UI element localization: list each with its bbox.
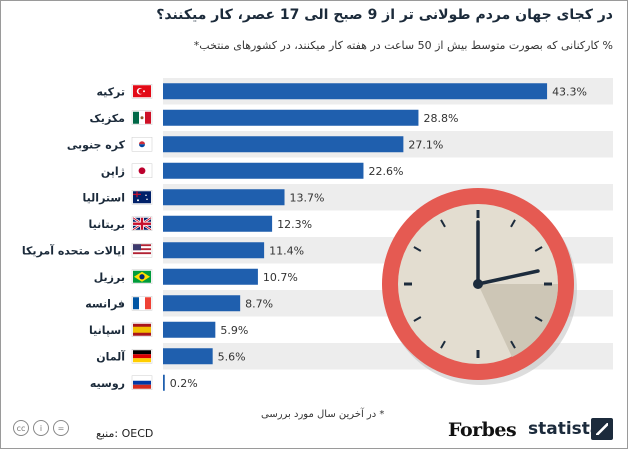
attribution-icon: i	[33, 420, 49, 436]
value-label-10: 5.6%	[218, 350, 246, 363]
creative-commons-icon: cc	[13, 420, 29, 436]
clock-icon	[382, 188, 577, 385]
chart-title: در کجای جهان مردم طولانی تر از 9 صبح الی…	[156, 7, 613, 23]
category-label-10: آلمان	[96, 349, 125, 363]
brazil-flag	[131, 269, 153, 284]
source-note: منبع: OECD	[96, 427, 154, 440]
australia-flag	[131, 190, 153, 205]
category-label-2: کره جنوبی	[67, 138, 126, 151]
bar-6	[163, 242, 265, 259]
japan-flag	[131, 163, 153, 178]
statista-logo-icon	[591, 418, 613, 440]
south-korea-flag	[131, 137, 153, 152]
value-label-3: 22.6%	[368, 165, 403, 178]
category-label-3: ژاپن	[101, 165, 125, 178]
value-label-9: 5.9%	[220, 324, 248, 337]
category-label-0: ترکیه	[96, 85, 125, 98]
bar-4	[163, 189, 285, 206]
category-label-11: روسیه	[90, 377, 125, 390]
mexico-flag	[131, 110, 153, 125]
value-label-5: 12.3%	[277, 218, 312, 231]
bar-2	[163, 136, 404, 153]
license-icons: cc i =	[13, 420, 69, 436]
category-label-9: اسپانیا	[89, 324, 125, 337]
category-label-7: برزیل	[94, 271, 125, 284]
germany-flag	[131, 349, 153, 364]
value-label-8: 8.7%	[245, 297, 273, 310]
category-label-1: مکزیک	[90, 112, 125, 125]
forbes-logo: Forbes	[448, 419, 517, 441]
value-label-6: 11.4%	[269, 244, 304, 257]
bar-3	[163, 162, 364, 179]
no-derivatives-icon: =	[53, 420, 69, 436]
bar-8	[163, 295, 241, 312]
value-label-0: 43.3%	[552, 85, 587, 98]
value-label-4: 13.7%	[290, 191, 325, 204]
bar-0	[163, 83, 548, 100]
value-label-1: 28.8%	[423, 112, 458, 125]
value-label-2: 27.1%	[408, 138, 443, 151]
category-label-5: بریتانیا	[89, 218, 125, 231]
russia-flag	[131, 375, 153, 390]
statista-logo: statista	[528, 419, 602, 439]
usa-flag	[131, 243, 153, 258]
bar-5	[163, 215, 273, 232]
chart-subtitle: % کارکنانی که بصورت متوسط بیش از 50 ساعت…	[193, 39, 613, 52]
bar-9	[163, 321, 216, 338]
category-label-4: استرالیا	[83, 191, 125, 204]
category-label-6: ایالات متحده آمریکا	[22, 243, 125, 257]
bar-7	[163, 268, 258, 285]
bar-10	[163, 348, 213, 365]
bar-1	[163, 109, 419, 126]
category-label-8: فرانسه	[85, 297, 125, 310]
bar-11	[163, 374, 165, 391]
value-label-7: 10.7%	[263, 271, 298, 284]
turkey-flag	[131, 84, 153, 99]
value-label-11: 0.2%	[170, 377, 198, 390]
uk-flag	[131, 216, 153, 231]
footnote: * در آخرین سال مورد بررسی	[261, 409, 385, 420]
spain-flag	[131, 322, 153, 337]
france-flag	[131, 296, 153, 311]
